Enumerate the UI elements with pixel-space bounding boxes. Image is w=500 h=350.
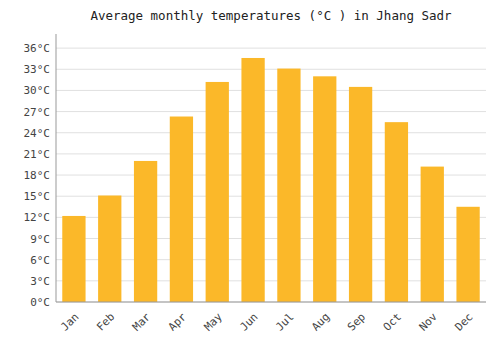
y-tick-label: 15°C: [24, 190, 51, 203]
title: Average monthly temperatures (°C ) in Jh…: [90, 8, 452, 23]
y-tick-label: 33°C: [24, 63, 51, 76]
bar: [134, 161, 157, 302]
x-tick-label: Sep: [345, 310, 368, 333]
grid-line: [56, 153, 486, 154]
grid-line: [56, 132, 486, 133]
x-tick-label: Mar: [130, 310, 154, 334]
x-tick-label: Apr: [166, 310, 190, 334]
grid-line: [56, 48, 486, 49]
y-tick-label: 21°C: [24, 148, 51, 161]
y-tick-label: 36°C: [24, 42, 51, 55]
x-tick-label: Nov: [417, 310, 441, 334]
x-tick-label: Jan: [58, 310, 81, 333]
grid-line: [56, 111, 486, 112]
grid-line: [56, 90, 486, 91]
x-tick-label: Oct: [381, 310, 404, 333]
y-tick-label: 3°C: [30, 275, 50, 288]
y-tick-label: 27°C: [24, 106, 51, 119]
x-axis: [56, 302, 486, 303]
grid: [56, 48, 486, 302]
chart: Average monthly temperatures (°C ) in Jh…: [0, 0, 500, 350]
y-axis: [56, 34, 57, 302]
grid-line: [56, 302, 486, 303]
y-tick-label: 0°C: [30, 296, 50, 309]
bar: [206, 82, 229, 302]
y-tick-label: 30°C: [24, 84, 51, 97]
y-tick-label: 18°C: [24, 169, 51, 182]
bar: [421, 167, 444, 302]
x-tick-label: Feb: [94, 310, 117, 333]
bar: [456, 207, 479, 302]
y-tick-label: 24°C: [24, 127, 51, 140]
bar: [98, 196, 121, 302]
x-tick-label: Jul: [273, 310, 296, 333]
bars: [62, 58, 479, 302]
bar: [277, 69, 300, 302]
bar: [349, 87, 372, 302]
x-tick-label: Jun: [237, 310, 260, 333]
x-tick-label: May: [202, 310, 226, 334]
bar: [385, 122, 408, 302]
x-tick-label: Aug: [309, 310, 332, 333]
bar: [170, 117, 193, 302]
bar: [241, 58, 264, 302]
y-tick-label: 9°C: [30, 233, 50, 246]
bar: [313, 76, 336, 302]
grid-line: [56, 69, 486, 70]
x-tick-label: Dec: [452, 310, 475, 333]
bar: [62, 216, 85, 302]
y-tick-label: 12°C: [24, 211, 51, 224]
y-tick-label: 6°C: [30, 254, 50, 267]
